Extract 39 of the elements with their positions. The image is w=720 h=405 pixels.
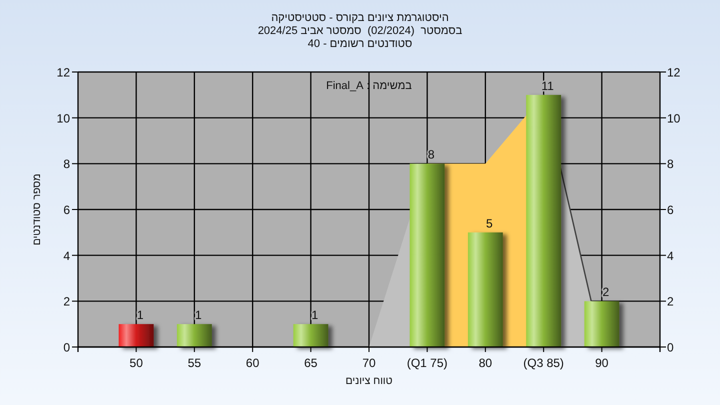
data-label: 1 <box>136 308 144 322</box>
y2-tick-label: 4 <box>667 248 674 263</box>
y-axis-title: מספר סטודנטים <box>31 174 43 246</box>
bar <box>584 301 620 347</box>
x-axis-title: טווח ציונים <box>345 375 393 387</box>
y-tick-label: 0 <box>63 340 70 354</box>
annotation: במשימה : Final_A <box>326 80 412 92</box>
y2-tick-label: 2 <box>667 294 674 309</box>
bar <box>176 324 212 347</box>
x-tick-label: 60 <box>246 356 260 370</box>
bar <box>118 324 154 347</box>
x-tick-label: 80 <box>478 356 492 370</box>
y2-tick-label: 0 <box>667 340 674 354</box>
bar <box>468 232 503 347</box>
bar <box>293 324 328 347</box>
y2-tick-label: 8 <box>667 157 674 172</box>
data-label: 5 <box>486 216 494 230</box>
data-label: 1 <box>311 308 318 322</box>
y-tick-label: 8 <box>63 157 70 172</box>
y2-tick-label: 12 <box>667 66 681 80</box>
y-tick-label: 2 <box>63 294 70 309</box>
x-tick-label: 65 <box>304 356 318 370</box>
data-label: 2 <box>602 285 610 300</box>
y-tick-label: 4 <box>63 248 70 263</box>
x-tick-label: 50 <box>130 356 144 370</box>
data-label: 1 <box>195 308 202 322</box>
x-tick-label: 90 <box>595 356 609 370</box>
y-tick-label: 10 <box>56 111 70 126</box>
y2-tick-label: 6 <box>667 203 674 217</box>
x-tick-label: (Q1 75) <box>406 356 448 370</box>
data-label: 8 <box>428 148 435 162</box>
chart-title: היסטוגרמת ציונים בקורס - סטטיסטיקה <box>271 12 449 24</box>
y2-tick-label: 10 <box>667 111 681 126</box>
x-tick-label: 55 <box>188 356 202 370</box>
x-tick-label: 70 <box>362 356 376 370</box>
x-tick-label: (Q3 85) <box>523 356 564 370</box>
y-tick-label: 6 <box>63 203 70 217</box>
y-tick-label: 12 <box>56 66 70 80</box>
chart-subtitle: בסמסטר (02/2024) סמסטר אביב 2024/25 סטודנטים רשומים - 40 <box>258 25 463 50</box>
